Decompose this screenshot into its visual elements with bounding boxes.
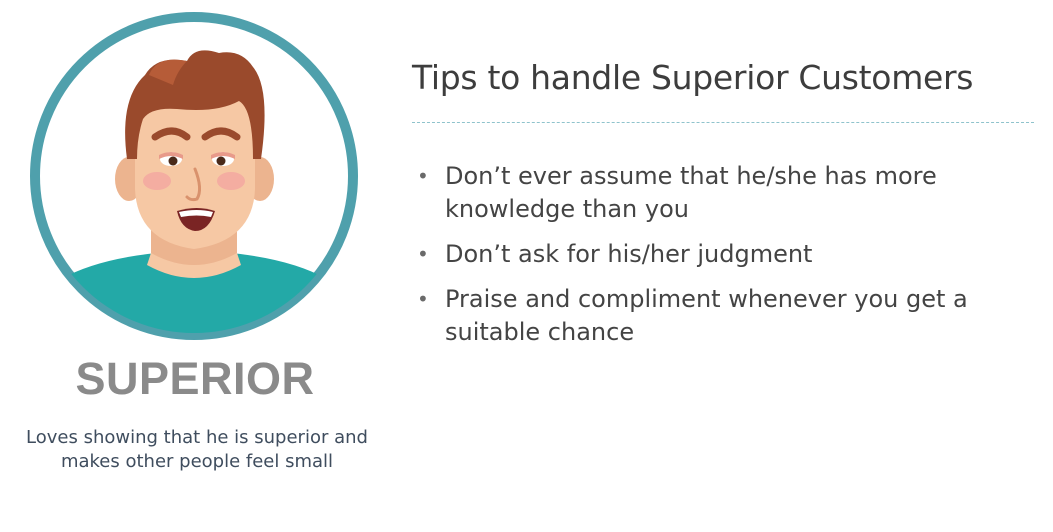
persona-name: SUPERIOR [75, 353, 315, 404]
bullet-icon: • [417, 164, 429, 188]
tip-item-2: • Don’t ask for his/her judgment [412, 238, 1037, 271]
tips-title: Tips to handle Superior Customers [412, 58, 974, 97]
tips-list: • Don’t ever assume that he/she has more… [412, 160, 1037, 361]
tip-text: Don’t ever assume that he/she has more k… [445, 162, 937, 223]
bullet-icon: • [417, 287, 429, 311]
persona-description: Loves showing that he is superior and ma… [26, 427, 368, 472]
tip-text: Don’t ask for his/her judgment [445, 240, 813, 268]
tip-text: Praise and compliment whenever you get a… [445, 285, 968, 346]
face-shape [135, 75, 255, 249]
persona-avatar [27, 9, 361, 343]
tip-item-1: • Don’t ever assume that he/she has more… [412, 160, 1037, 226]
bullet-icon: • [417, 242, 429, 266]
title-divider [412, 122, 1034, 123]
tip-item-3: • Praise and compliment whenever you get… [412, 283, 1037, 349]
man-face-illustration [30, 12, 358, 340]
